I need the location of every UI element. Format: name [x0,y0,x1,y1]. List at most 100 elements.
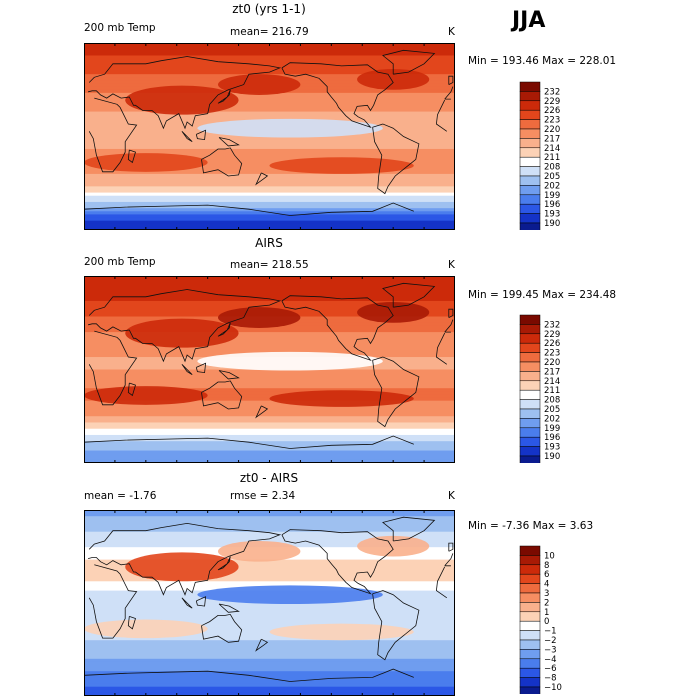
zonal-band [84,419,455,424]
colorbar-label: −8 [544,674,557,684]
coastline [88,97,448,173]
coastline [448,308,454,318]
colorbar-swatch [519,677,541,688]
map1-anomaly-blobs [84,301,430,407]
zonal-band [84,61,455,66]
colorbar-swatch [519,602,541,613]
colorbar-label: 220 [544,125,560,135]
colorbar-swatch [519,109,541,120]
zonal-band [84,208,455,212]
coastline [218,603,240,613]
coastline [218,137,240,147]
colorbar-swatch [519,119,541,130]
coastline [201,613,243,643]
panel-2-units-label: K [448,259,455,271]
coastline [88,56,454,130]
zonal-band [84,180,455,184]
coastline [448,75,454,85]
colorbar-label: 217 [544,367,560,377]
zonal-band [84,456,455,461]
zonal-band [84,92,455,97]
colorbar-label: 193 [544,210,560,220]
colorbar-swatch [519,81,541,92]
colorbar-label: −1 [544,627,557,637]
colorbar-swatch [519,686,541,694]
zonal-band [84,534,455,539]
colorbar-label: 205 [544,172,560,182]
coastline [195,129,207,141]
coastline [217,89,231,104]
zonal-band [84,416,455,420]
zonal-band [84,603,455,607]
anomaly-blob [125,85,239,115]
zonal-band [84,394,455,399]
zonal-band [84,201,455,206]
colorbar-swatch [519,138,541,149]
anomaly-blob [84,619,208,639]
zonal-band [84,537,455,542]
zonal-band [84,406,455,411]
zonal-band [84,425,455,430]
zonal-band [84,615,455,620]
anomaly-blob [217,307,301,328]
zonal-band [84,347,455,352]
panel-3-map [84,510,455,696]
zonal-band [84,646,455,651]
colorbar-swatch [519,667,541,678]
colorbar-swatch [519,611,541,622]
zonal-band [84,211,455,216]
zonal-band [84,581,455,585]
colorbar-label: 1 [544,608,549,618]
zonal-band [84,223,455,228]
zonal-band [84,328,455,333]
zonal-band [84,388,455,392]
colorbar-swatch [519,333,541,344]
zonal-band [84,375,455,380]
zonal-band [84,391,455,396]
panel-3-units-label: K [448,490,455,502]
zonal-band [84,291,455,296]
zonal-band [84,410,455,414]
zonal-band [84,677,455,682]
zonal-band [84,627,455,632]
zonal-band [84,177,455,181]
coastline [448,542,454,552]
colorbar-label: −4 [544,655,557,665]
zonal-band [84,665,455,669]
zonal-band [84,217,455,222]
zonal-band [84,578,455,582]
panel-3-title: zt0 - AIRS [239,471,299,485]
zonal-band [84,139,455,144]
zonal-band [84,300,455,305]
panel-1-variable-label: 200 mb Temp [84,22,156,34]
colorbar-label: 208 [544,396,560,406]
colorbar-label: −10 [544,683,562,693]
zonal-band [84,643,455,647]
colorbar-swatch [519,147,541,158]
colorbar-label: 223 [544,116,560,126]
coastline [88,289,454,363]
season-title: JJA [512,8,546,33]
colorbar-swatch [519,361,541,372]
colorbar-label: 208 [544,163,560,173]
zonal-band [84,612,455,616]
anomaly-blob [357,301,430,323]
coastline [281,295,394,362]
colorbar-swatch [519,91,541,102]
coastline [88,564,448,639]
zonal-band [84,372,455,377]
zonal-band [84,64,455,69]
zonal-band [84,606,455,610]
map1-coastlines [84,282,454,449]
colorbar-label: 3 [544,589,549,599]
zonal-band [84,136,455,141]
colorbar-label: 205 [544,405,560,415]
coastline [217,556,231,571]
colorbar-label: 226 [544,106,560,116]
zonal-band [84,55,455,60]
zonal-band [84,344,455,349]
zonal-band [84,661,455,666]
zonal-band [84,422,455,427]
zonal-band [84,49,455,53]
zonal-band [84,400,455,405]
